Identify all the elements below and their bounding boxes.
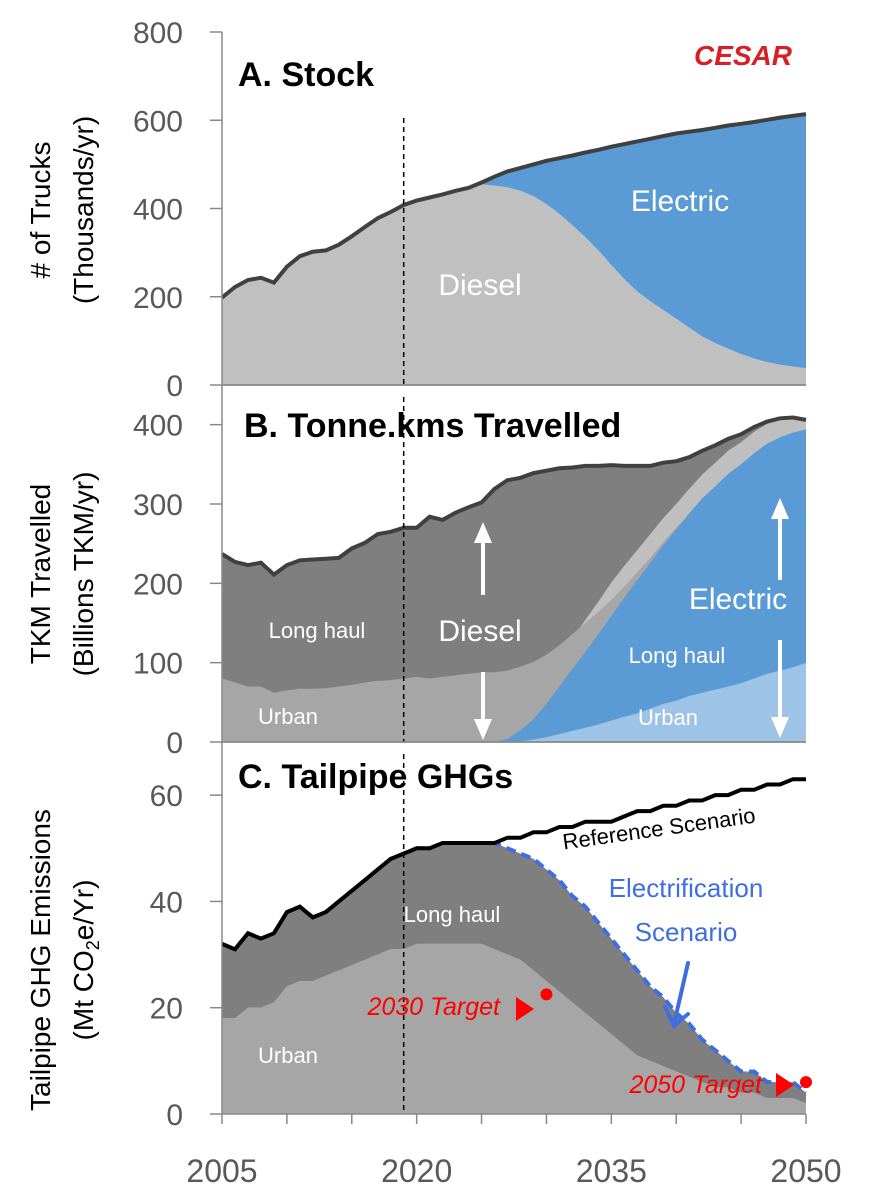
- x-tick-label: 2005: [186, 1153, 257, 1189]
- panel-b-ytick-label: 0: [166, 727, 183, 760]
- panel-a-title: A. Stock: [238, 56, 374, 94]
- panel-b-electric-label: Electric: [689, 583, 787, 616]
- panel-b-urban-electric-label: Urban: [638, 705, 698, 730]
- panel-a-plot: 0 200 400 600 800: [133, 17, 807, 403]
- panel-c-plot: 0 20 40 60: [150, 742, 812, 1132]
- electrification-label-line1: Electrification: [609, 873, 764, 903]
- panel-b-title: B. Tonne.kms Travelled: [244, 407, 621, 445]
- electric-down-arrow: [771, 640, 789, 738]
- target-2030-triangle: [516, 997, 534, 1021]
- panel-a-ylabel-line2: (Thousands/yr): [68, 116, 99, 304]
- panel-a-diesel-label: Diesel: [438, 269, 521, 302]
- panel-a-area-diesel: [222, 184, 806, 385]
- x-tick-label: 2020: [381, 1153, 452, 1189]
- panel-c-ytick-label: 40: [150, 886, 183, 919]
- panel-a-ylabel-line1: # of Trucks: [25, 142, 56, 279]
- electrification-scenario-line: [221, 841, 808, 1095]
- panel-c-area-long-haul: [222, 843, 806, 1104]
- panel-a-ytick-label: 0: [166, 370, 183, 403]
- target-2050-triangle: [776, 1073, 794, 1097]
- panel-b-area-electric-urban: [222, 662, 806, 742]
- panel-b-longhaul-electric-label: Long haul: [629, 643, 726, 668]
- target-2030-dot: [540, 988, 553, 1001]
- panel-a-area-electric: [222, 114, 806, 369]
- target-2030-label: 2030 Target: [366, 993, 501, 1021]
- x-tick-label: 2050: [770, 1153, 841, 1189]
- panel-c-ytick-label: 60: [150, 780, 183, 813]
- co2e-text-b: e/Yr): [68, 880, 99, 941]
- panel-b-ytick-label: 400: [133, 410, 183, 443]
- panel-a-electric-label: Electric: [631, 185, 729, 218]
- panel-c-ylabel-line2: (Mt CO2e/Yr): [68, 880, 103, 1041]
- panel-b-ytick-label: 200: [133, 568, 183, 601]
- panel-a-ytick-label: 200: [133, 282, 183, 315]
- electrification-label-line2: Scenario: [635, 917, 738, 947]
- panel-c-title: C. Tailpipe GHGs: [238, 758, 513, 796]
- reference-scenario-label: Reference Scenario: [561, 803, 757, 855]
- panel-c-ylabel-line1: Tailpipe GHG Emissions: [25, 809, 56, 1111]
- electrification-pointer-arrow: [663, 961, 690, 1030]
- diesel-up-arrow: [474, 522, 492, 595]
- panel-c-urban-label: Urban: [258, 1043, 318, 1068]
- panel-b-total-line: [220, 415, 807, 578]
- co2e-text-a: (Mt CO: [68, 950, 99, 1040]
- panel-b-longhaul-diesel-label: Long haul: [269, 618, 366, 643]
- panel-a-ytick-label: 600: [133, 105, 183, 138]
- target-2050-label: 2050 Target: [628, 1071, 763, 1099]
- target-2050-dot: [800, 1076, 812, 1089]
- diesel-down-arrow: [474, 672, 492, 740]
- x-tick-label: 2035: [576, 1153, 647, 1189]
- panel-b-ylabel-line2: (Billions TKM/yr): [68, 472, 99, 677]
- electric-up-arrow: [771, 498, 789, 580]
- panel-a-total-line: [220, 112, 807, 300]
- panel-b-diesel-label: Diesel: [438, 615, 521, 648]
- panel-b-plot: 0 100 200 300 400: [133, 385, 807, 760]
- panel-c-ytick-label: 0: [166, 1099, 183, 1132]
- panel-b-ytick-label: 100: [133, 648, 183, 681]
- cesar-logo: CESAR: [694, 40, 793, 71]
- panel-b-area-electric-long-haul: [222, 429, 806, 742]
- panel-b-ytick-label: 300: [133, 489, 183, 522]
- panel-b-ylabel-line1: TKM Travelled: [25, 484, 56, 665]
- reference-scenario-line: [221, 777, 806, 952]
- panel-a-ytick-label: 800: [133, 17, 183, 50]
- co2e-subscript: 2: [83, 940, 103, 950]
- panel-c-longhaul-label: Long haul: [404, 902, 501, 927]
- panel-c-ytick-label: 20: [150, 993, 183, 1026]
- panel-a-ytick-label: 400: [133, 194, 183, 227]
- panel-b-urban-diesel-label: Urban: [258, 704, 318, 729]
- panel-c-area-urban: [222, 943, 806, 1114]
